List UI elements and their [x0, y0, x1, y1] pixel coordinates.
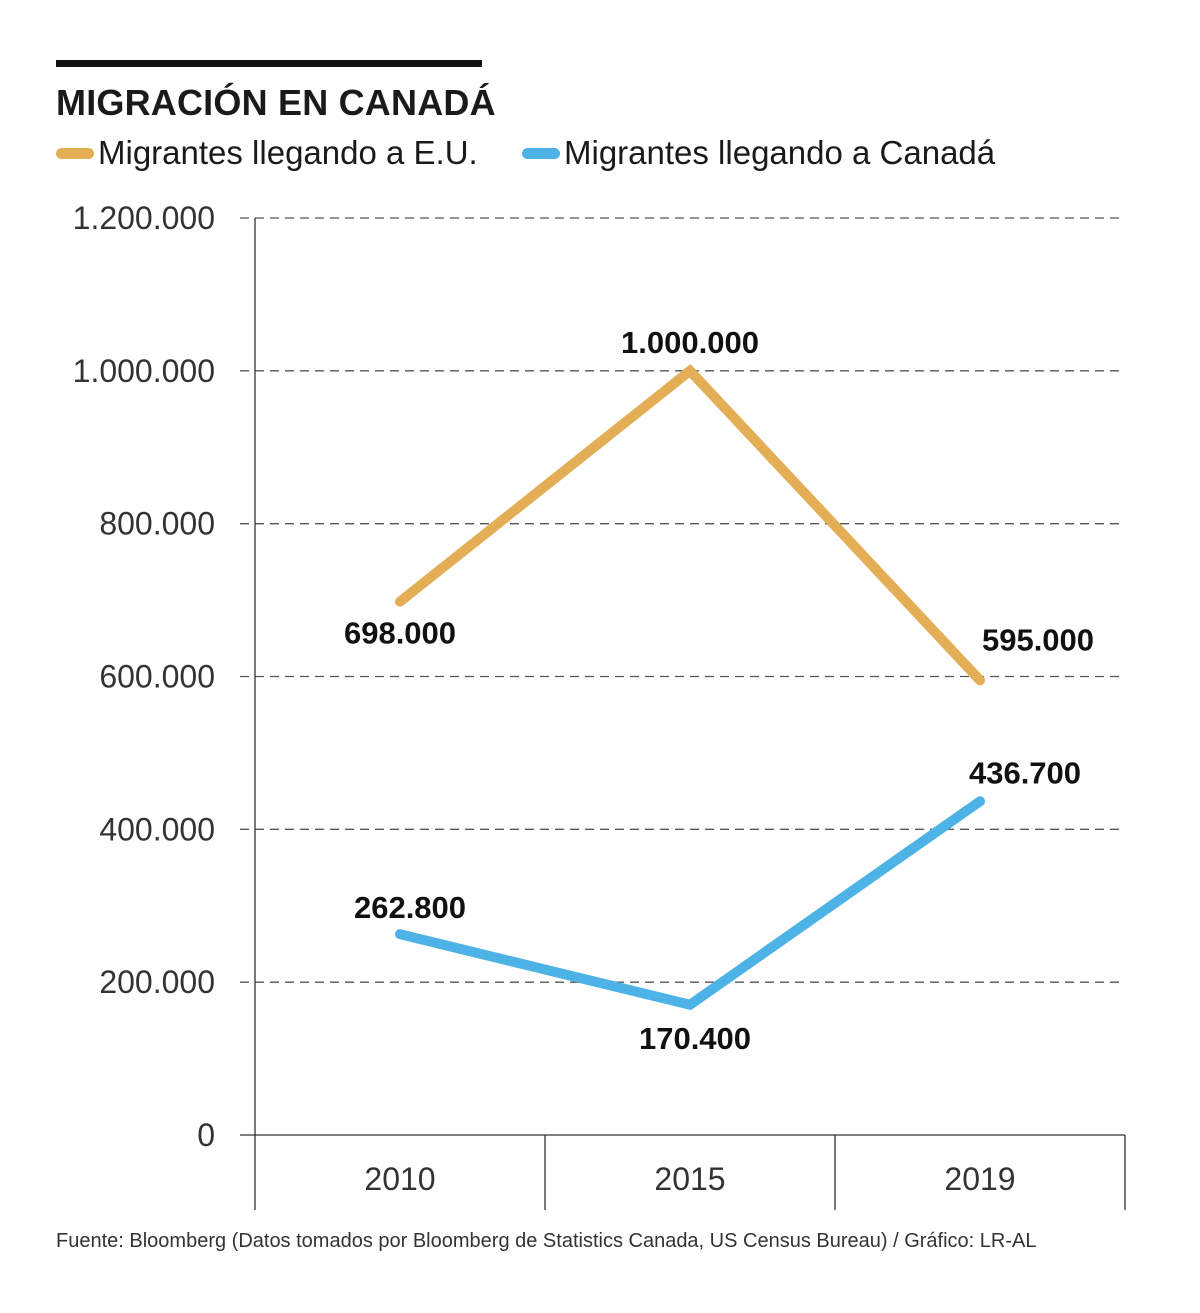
- data-label-eu: 595.000: [982, 622, 1094, 657]
- y-tick-label: 800.000: [99, 506, 215, 542]
- data-label-canada: 262.800: [354, 890, 466, 925]
- x-tick-label: 2010: [364, 1161, 435, 1197]
- y-tick-label: 1.000.000: [73, 353, 215, 389]
- x-tick-label: 2019: [944, 1161, 1015, 1197]
- y-tick-label: 400.000: [99, 811, 215, 847]
- legend-item-eu: Migrantes llegando a E.U.: [56, 134, 478, 172]
- data-label-canada: 170.400: [639, 1021, 751, 1056]
- legend: Migrantes llegando a E.U. Migrantes lleg…: [56, 134, 1156, 174]
- series-line-canada: [395, 796, 985, 1011]
- chart-title: MIGRACIÓN EN CANADÁ: [56, 82, 496, 123]
- legend-swatch-canada: [522, 147, 560, 159]
- data-label-canada: 436.700: [969, 755, 1081, 790]
- data-label-eu: 698.000: [344, 616, 456, 651]
- data-label-eu: 1.000.000: [621, 325, 759, 360]
- legend-label-canada: Migrantes llegando a Canadá: [564, 134, 996, 171]
- y-tick-label: 1.200.000: [73, 200, 215, 236]
- y-tick-label: 200.000: [99, 964, 215, 1000]
- legend-swatch-eu: [56, 147, 94, 159]
- title-rule: [56, 60, 482, 67]
- series-line-eu: [395, 364, 985, 686]
- y-tick-label: 0: [197, 1117, 215, 1153]
- legend-label-eu: Migrantes llegando a E.U.: [98, 134, 478, 171]
- y-tick-label: 600.000: [99, 659, 215, 695]
- legend-item-canada: Migrantes llegando a Canadá: [522, 134, 995, 172]
- x-tick-label: 2015: [654, 1161, 725, 1197]
- source-note: Fuente: Bloomberg (Datos tomados por Blo…: [56, 1230, 1037, 1252]
